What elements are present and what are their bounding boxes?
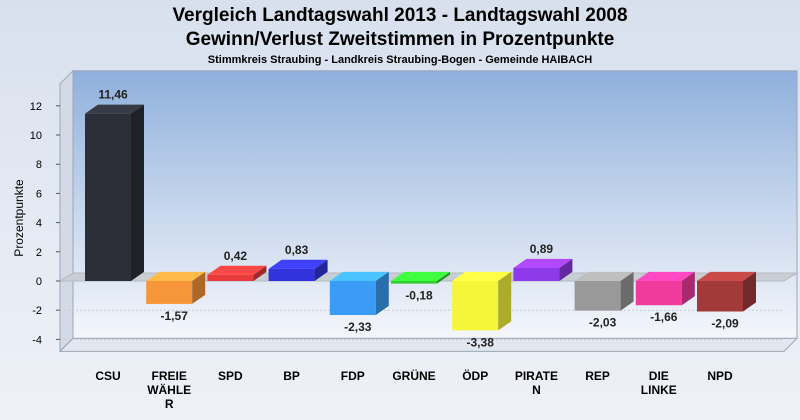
bar-front (513, 268, 560, 281)
bar-front (574, 281, 621, 311)
chart-subtitle: Gewinn/Verlust Zweitstimmen in Prozentpu… (185, 29, 615, 50)
bar-die-linke (635, 271, 695, 306)
data-label: 0,42 (224, 249, 248, 263)
bar-top (635, 271, 695, 281)
y-tick-label: 2 (36, 247, 42, 259)
bar-front (207, 274, 254, 281)
plot-left-wall (59, 69, 74, 353)
x-tick-label: FREIE WÄHLE R (147, 369, 191, 411)
bar-front (146, 281, 193, 304)
x-tick-label: SPD (218, 369, 243, 383)
bar-top (391, 271, 450, 281)
bar-front (697, 281, 743, 312)
data-label: -1,66 (650, 310, 678, 324)
bar-top (146, 271, 206, 281)
data-label: -3,38 (467, 335, 495, 349)
x-tick-label: BP (283, 369, 300, 383)
y-tick-label: 8 (36, 159, 42, 171)
bar-ödp (452, 271, 512, 331)
y-tick-label: -2 (32, 305, 42, 317)
x-tick-label: NPD (707, 369, 733, 383)
chart-titles: Vergleich Landtagswahl 2013 - Landtagswa… (0, 4, 800, 68)
bar-side (620, 271, 634, 311)
x-tick-label: GRÜNE (392, 368, 435, 383)
bar-side (498, 271, 512, 331)
bar-side (559, 258, 573, 281)
bar-top (697, 271, 756, 281)
x-tick-label: PIRATE N (515, 369, 558, 397)
bar-rep (574, 271, 634, 311)
bar-side (743, 271, 756, 312)
y-axis-label: Prozentpunkte (12, 179, 26, 257)
bar-top (207, 265, 267, 275)
bar-front (329, 281, 376, 316)
y-tick-label: 10 (30, 130, 42, 142)
plot-floor (58, 337, 799, 352)
data-label: -1,57 (161, 309, 189, 323)
bar-bp (268, 259, 328, 281)
chart-subtitle-region: Stimmkreis Straubing - Landkreis Straubi… (207, 54, 593, 66)
bar-side (253, 265, 267, 281)
bar-top (513, 258, 573, 269)
bar-side (131, 104, 144, 281)
bar-top (268, 259, 328, 269)
bar-top (574, 271, 634, 281)
bar-freie-wähler (146, 271, 206, 304)
x-tick-label: DIE LINKE (641, 369, 677, 397)
data-label: -2,09 (711, 317, 739, 331)
bar-spd (207, 265, 267, 281)
bar-front (391, 281, 437, 284)
data-label: 11,46 (98, 88, 128, 102)
chart-title: Vergleich Landtagswahl 2013 - Landtagswa… (172, 5, 628, 26)
y-tick-label: -4 (32, 334, 42, 346)
bar-top (329, 271, 389, 281)
data-label: -0,18 (405, 289, 433, 303)
bar-fdp (329, 271, 389, 316)
bar-csu (85, 104, 144, 282)
y-tick-label: 4 (36, 218, 42, 230)
y-tick-label: 6 (36, 188, 42, 200)
bar-top (452, 271, 512, 281)
x-tick-label: FDP (341, 369, 365, 383)
bar-front (85, 113, 131, 282)
bar-side (375, 271, 389, 316)
bar-npd (697, 271, 756, 312)
bar-piraten (513, 258, 573, 281)
data-label: 0,83 (285, 243, 309, 257)
bar-front (452, 281, 499, 331)
bar-top (85, 104, 144, 114)
bar-side (192, 271, 206, 304)
bar-side (314, 259, 328, 281)
bar-side (437, 271, 450, 284)
x-tick-label: ÖDP (462, 368, 488, 383)
y-tick-label: 12 (30, 101, 42, 113)
bar-grüne (391, 271, 450, 284)
data-label: -2,03 (589, 316, 617, 330)
bar-side (681, 271, 695, 306)
x-tick-label: REP (585, 369, 610, 383)
bar-front (268, 268, 315, 281)
x-tick-label: CSU (95, 369, 120, 383)
data-label: -2,33 (344, 320, 372, 334)
y-tick-label: 0 (36, 276, 42, 288)
data-label: 0,89 (530, 242, 554, 256)
bar-front (635, 281, 682, 306)
